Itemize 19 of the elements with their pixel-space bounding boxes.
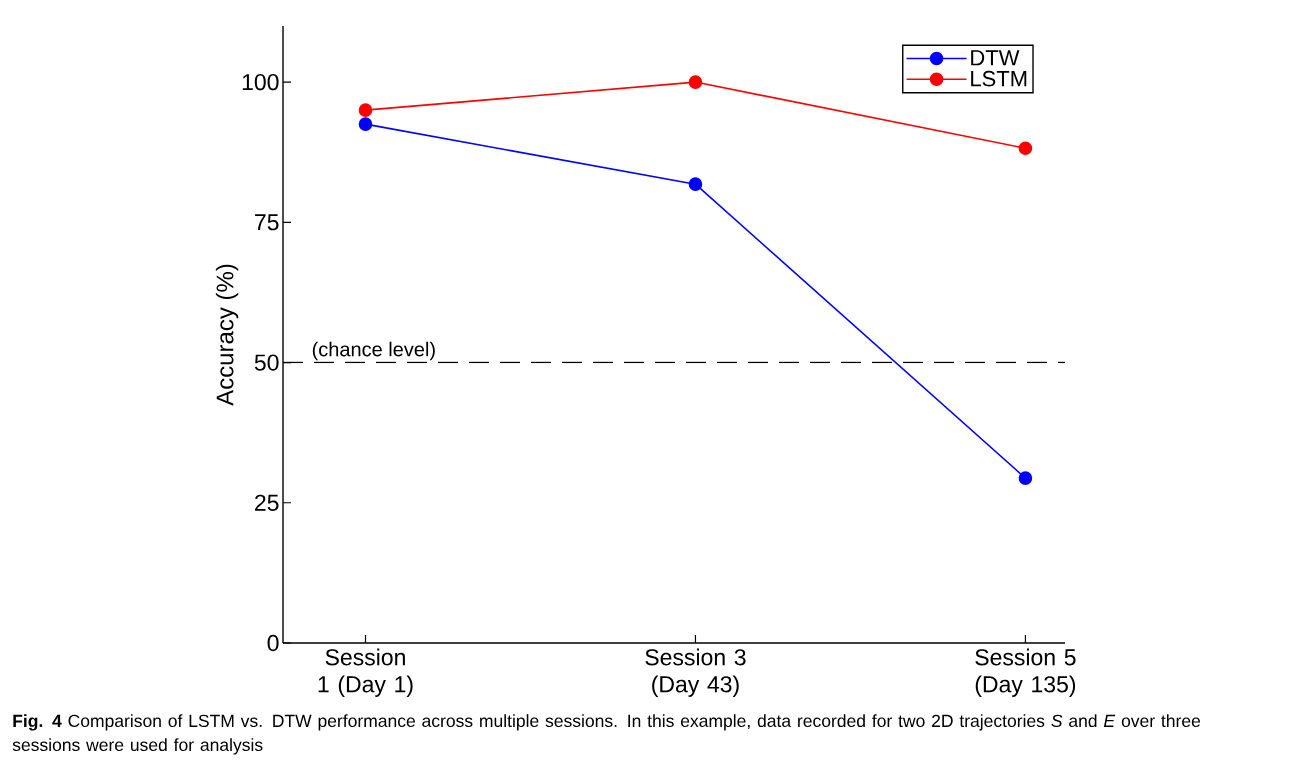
text: Fig. 4 Comparison of LSTM vs. DTW performance across multiple sessions. In this example, data recorded for two 2D trajectories S and E over three sessions were used for analysis (12, 714, 1201, 755)
y-tick-label: 50 (254, 354, 279, 371)
x-tick-label: Session 3 (Day 43) (645, 648, 746, 697)
x-tick-label: Session 1 (Day 1) (318, 648, 413, 697)
x-tick-label: Session 5 (Day 135) (975, 648, 1076, 697)
point (1018, 471, 1033, 485)
y-tick-label: 100 (242, 73, 279, 91)
y-tick-label: 25 (255, 494, 279, 511)
legend-label: DTW (971, 50, 1020, 66)
point (688, 177, 703, 191)
point (358, 103, 373, 117)
y-tick-label: 0 (267, 634, 279, 652)
ref-line-label: (chance level) (312, 341, 435, 361)
y-axis-title: Accuracy (%) (215, 264, 239, 406)
y-tick-label: 75 (255, 214, 279, 231)
point (358, 117, 373, 131)
legend-label: LSTM (971, 70, 1027, 87)
point (688, 75, 703, 89)
point (1018, 141, 1033, 156)
